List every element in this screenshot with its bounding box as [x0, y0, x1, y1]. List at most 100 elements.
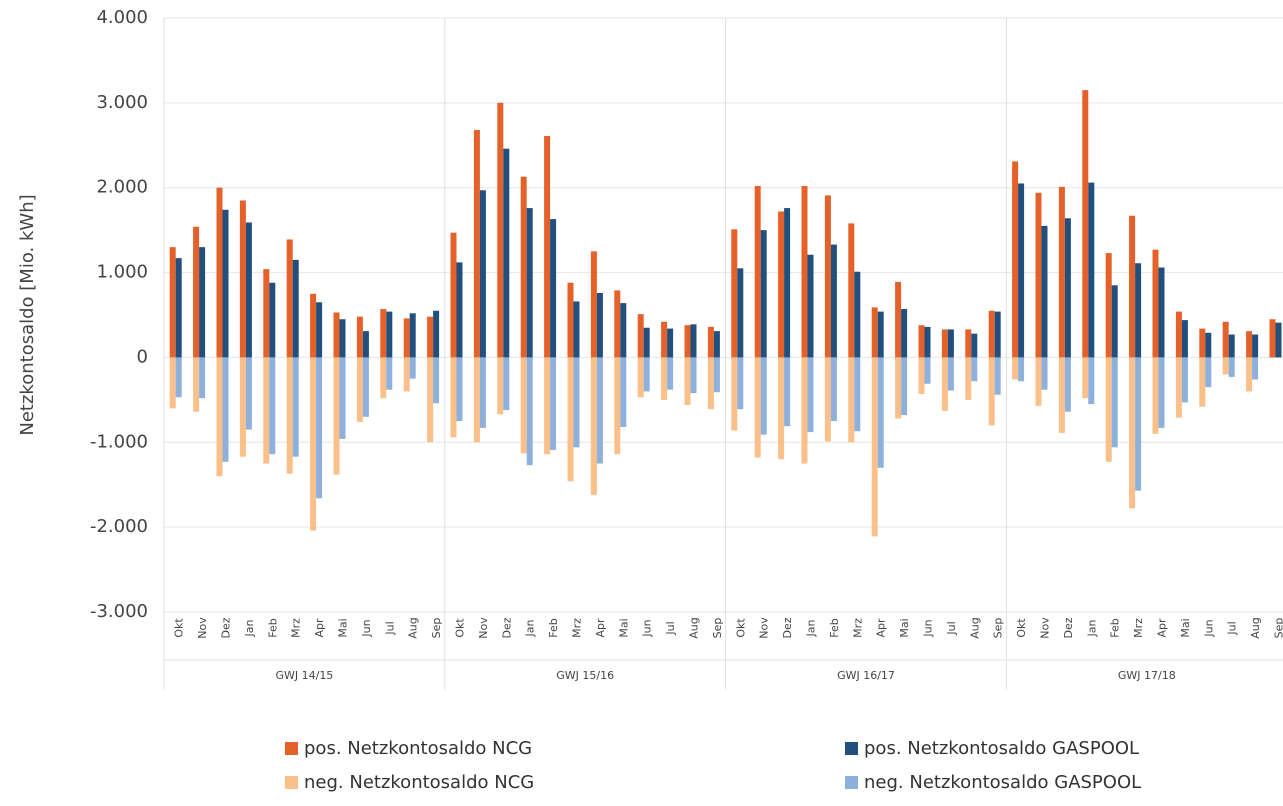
bar — [1129, 215, 1136, 358]
x-tick-label: Mai — [337, 618, 350, 637]
bar — [433, 357, 440, 404]
bar — [596, 357, 603, 464]
bar — [596, 292, 603, 358]
bar — [854, 357, 861, 432]
bar — [637, 314, 644, 358]
x-tick-label: Jul — [383, 621, 396, 635]
bar — [667, 328, 674, 358]
bar — [1199, 357, 1206, 407]
x-tick-label: Dez — [781, 617, 794, 638]
bar — [1035, 357, 1042, 406]
bar — [199, 357, 206, 399]
bar — [947, 329, 954, 358]
x-tick-label: Nov — [196, 617, 209, 639]
bar — [778, 357, 785, 460]
x-tick-label: Okt — [173, 618, 186, 638]
bar — [643, 357, 650, 392]
bar — [550, 357, 557, 450]
x-tick-label: Mai — [898, 618, 911, 637]
bar — [567, 282, 574, 358]
x-tick-label: Jun — [922, 619, 935, 637]
bar — [1275, 322, 1282, 358]
bar — [1018, 183, 1025, 358]
x-tick-label: Aug — [688, 617, 701, 638]
bar — [1111, 357, 1118, 448]
bar — [737, 268, 744, 358]
x-tick-label: Apr — [313, 618, 326, 638]
bar — [590, 357, 597, 495]
bar — [965, 329, 972, 358]
bar — [409, 357, 416, 379]
bar — [1082, 357, 1089, 399]
bar — [473, 357, 480, 443]
x-tick-label: Mrz — [1132, 618, 1145, 638]
x-tick-label: Feb — [828, 618, 841, 637]
x-tick-label: Aug — [968, 617, 981, 638]
bar — [433, 310, 440, 358]
bar — [854, 271, 861, 358]
bar — [760, 357, 767, 435]
y-tick-label: 0 — [137, 346, 148, 367]
bar — [1205, 357, 1212, 388]
x-tick-label: Apr — [875, 618, 888, 638]
bar — [1058, 186, 1065, 358]
x-tick-label: Jan — [243, 619, 256, 637]
bar — [965, 357, 972, 400]
x-tick-label: Apr — [594, 618, 607, 638]
bar — [456, 357, 463, 422]
bar — [520, 176, 527, 358]
bar — [1158, 267, 1165, 358]
bar — [877, 357, 884, 468]
bar — [497, 102, 504, 358]
bar — [1252, 357, 1259, 380]
bar — [526, 208, 533, 358]
bar — [1111, 285, 1118, 358]
x-tick-label: Aug — [1249, 617, 1262, 638]
bar — [807, 357, 814, 433]
bar — [193, 357, 200, 412]
bar — [573, 357, 580, 448]
x-tick-label: Jul — [1226, 621, 1239, 635]
x-tick-label: Mrz — [571, 618, 584, 638]
bar — [544, 135, 551, 358]
bar — [310, 293, 317, 358]
bar — [731, 357, 738, 431]
x-tick-label: Nov — [758, 617, 771, 639]
bar — [1152, 357, 1159, 434]
legend-swatch — [845, 742, 858, 755]
x-tick-label: Feb — [1109, 618, 1122, 637]
bar — [1041, 357, 1048, 390]
bar — [222, 209, 229, 358]
x-tick-label: Sep — [992, 618, 1005, 639]
bar — [801, 357, 808, 464]
bar — [877, 311, 884, 358]
bar — [590, 251, 597, 358]
bar — [848, 223, 855, 358]
y-tick-label: 4.000 — [96, 7, 148, 28]
bar — [1175, 357, 1182, 418]
bar — [1158, 357, 1165, 428]
bar — [871, 307, 878, 358]
x-tick-label: Mai — [1179, 618, 1192, 637]
bar — [784, 208, 791, 358]
bar — [479, 190, 486, 358]
legend-label: pos. Netzkontosaldo NCG — [304, 738, 532, 759]
x-tick-label: Sep — [711, 618, 724, 639]
bar — [643, 327, 650, 358]
bar — [1082, 90, 1089, 358]
bar — [1222, 357, 1229, 375]
bar — [830, 244, 837, 358]
bar — [573, 301, 580, 358]
bar — [918, 325, 925, 358]
bar — [269, 357, 276, 455]
x-tick-label: Aug — [407, 617, 420, 638]
x-tick-label: Apr — [1156, 618, 1169, 638]
bar — [403, 318, 410, 358]
y-tick-label: 3.000 — [96, 92, 148, 113]
bar — [245, 357, 252, 430]
bar — [848, 357, 855, 443]
bar — [1252, 334, 1259, 358]
bar — [1246, 331, 1253, 358]
bar — [824, 357, 831, 442]
